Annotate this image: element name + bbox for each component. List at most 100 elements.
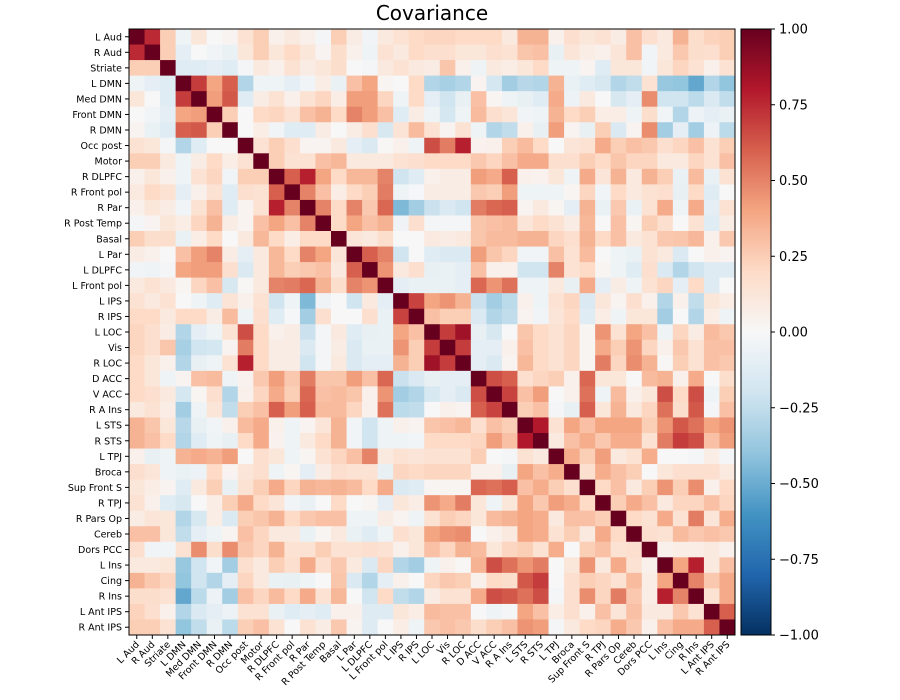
heatmap-cell: [408, 262, 425, 279]
heatmap-cell: [501, 448, 518, 465]
heatmap-cell: [362, 168, 379, 185]
heatmap-cell: [501, 479, 518, 496]
heatmap-cell: [299, 277, 316, 294]
heatmap-cell: [517, 324, 534, 341]
heatmap-cell: [237, 184, 254, 201]
heatmap-cell: [237, 619, 254, 636]
heatmap-cell: [346, 433, 363, 450]
heatmap-cell: [222, 184, 239, 201]
heatmap-cell: [501, 29, 518, 46]
heatmap-cell: [595, 619, 612, 636]
heatmap-cell: [237, 479, 254, 496]
heatmap-cell: [408, 603, 425, 620]
heatmap-cell: [175, 479, 192, 496]
colorbar-tick-label: −1.00: [779, 629, 819, 644]
heatmap-cell: [393, 75, 410, 92]
heatmap-cell: [222, 106, 239, 123]
heatmap-cell: [470, 106, 487, 123]
heatmap-cell: [299, 339, 316, 356]
heatmap-cell: [641, 526, 658, 543]
heatmap-cell: [533, 495, 550, 512]
heatmap-cell: [657, 308, 674, 325]
heatmap-cell: [237, 262, 254, 279]
heatmap-cell: [657, 417, 674, 434]
heatmap-cell: [486, 75, 503, 92]
heatmap-cell: [268, 401, 285, 418]
heatmap-cell: [470, 199, 487, 216]
heatmap-cell: [548, 60, 565, 77]
heatmap-cell: [548, 433, 565, 450]
heatmap-cell: [719, 355, 736, 372]
heatmap-cell: [439, 572, 456, 589]
heatmap-cell: [284, 370, 301, 387]
heatmap-cell: [564, 277, 581, 294]
heatmap-cell: [191, 370, 208, 387]
heatmap-cell: [470, 184, 487, 201]
heatmap-cell: [548, 557, 565, 574]
heatmap-cell: [377, 541, 394, 558]
heatmap-cell: [719, 495, 736, 512]
heatmap-cell: [206, 168, 223, 185]
y-tick-label: R Front pol: [71, 188, 122, 199]
heatmap-cell: [439, 106, 456, 123]
heatmap-cell: [688, 199, 705, 216]
heatmap-cell: [564, 75, 581, 92]
heatmap-cell: [362, 184, 379, 201]
heatmap-cell: [455, 106, 472, 123]
heatmap-cell: [548, 464, 565, 481]
heatmap-cell: [657, 510, 674, 527]
heatmap-cell: [377, 572, 394, 589]
heatmap-cell: [688, 231, 705, 248]
heatmap-cell: [129, 433, 146, 450]
heatmap-cell: [548, 44, 565, 61]
heatmap-cell: [408, 308, 425, 325]
heatmap-cell: [346, 526, 363, 543]
heatmap-cell: [284, 619, 301, 636]
heatmap-cell: [688, 137, 705, 154]
heatmap-cell: [672, 184, 689, 201]
heatmap-cell: [657, 168, 674, 185]
heatmap-cell: [688, 168, 705, 185]
heatmap-cell: [657, 386, 674, 403]
heatmap-cell: [486, 603, 503, 620]
heatmap-cell: [237, 401, 254, 418]
heatmap-cell: [688, 293, 705, 310]
heatmap-cell: [439, 122, 456, 139]
heatmap-cell: [237, 417, 254, 434]
heatmap-cell: [362, 215, 379, 232]
heatmap-cell: [362, 29, 379, 46]
y-tick-label: Med DMN: [76, 94, 122, 105]
heatmap-cell: [206, 137, 223, 154]
heatmap-cell: [688, 510, 705, 527]
heatmap-cell: [564, 246, 581, 263]
heatmap-cell: [517, 106, 534, 123]
heatmap-cell: [268, 199, 285, 216]
heatmap-cell: [129, 324, 146, 341]
heatmap-cell: [408, 29, 425, 46]
heatmap-cell: [160, 199, 177, 216]
heatmap-cell: [175, 386, 192, 403]
heatmap-cell: [424, 339, 441, 356]
y-tick-label: Basal: [96, 234, 122, 245]
heatmap-cell: [284, 277, 301, 294]
heatmap-cell: [331, 184, 348, 201]
heatmap-cell: [222, 215, 239, 232]
heatmap-cell: [191, 262, 208, 279]
heatmap-cell: [129, 75, 146, 92]
heatmap-cell: [703, 495, 720, 512]
heatmap-cell: [703, 572, 720, 589]
heatmap-cell: [517, 262, 534, 279]
heatmap-cell: [548, 29, 565, 46]
heatmap-cell: [268, 526, 285, 543]
heatmap-cell: [222, 526, 239, 543]
heatmap-cell: [346, 246, 363, 263]
heatmap-cell: [610, 619, 627, 636]
heatmap-cell: [470, 433, 487, 450]
heatmap-cell: [610, 603, 627, 620]
heatmap-cell: [206, 60, 223, 77]
heatmap-cell: [377, 619, 394, 636]
heatmap-cell: [533, 324, 550, 341]
heatmap-cell: [548, 91, 565, 108]
heatmap-cell: [439, 510, 456, 527]
